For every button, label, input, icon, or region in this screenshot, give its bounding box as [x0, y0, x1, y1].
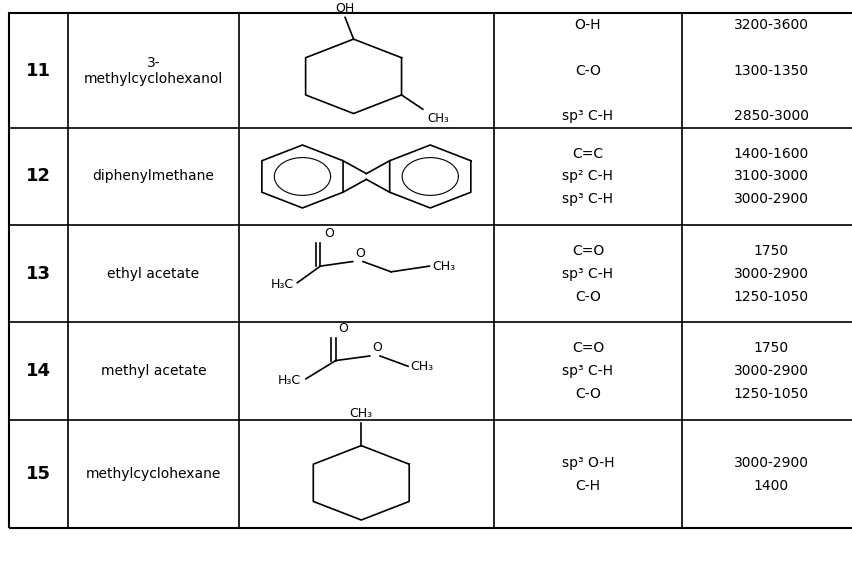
Text: 3200-3600

1300-1350

2850-3000: 3200-3600 1300-1350 2850-3000	[734, 18, 809, 123]
Text: 13: 13	[26, 265, 51, 283]
Text: OH: OH	[336, 2, 354, 15]
Text: sp³ O-H
C-H: sp³ O-H C-H	[561, 456, 614, 492]
Text: ethyl acetate: ethyl acetate	[107, 267, 199, 281]
Text: H₃C: H₃C	[277, 374, 301, 387]
Text: O: O	[338, 322, 348, 335]
Text: O-H

C-O

sp³ C-H: O-H C-O sp³ C-H	[562, 18, 613, 123]
Text: CH₃: CH₃	[349, 407, 373, 420]
Text: O: O	[372, 341, 383, 354]
Text: CH₃: CH₃	[427, 112, 449, 125]
Text: 1750
3000-2900
1250-1050: 1750 3000-2900 1250-1050	[734, 341, 809, 401]
Text: 11: 11	[26, 61, 51, 79]
Text: methylcyclohexane: methylcyclohexane	[86, 467, 221, 481]
Text: O: O	[325, 227, 335, 240]
Text: 3000-2900
1400: 3000-2900 1400	[734, 456, 809, 492]
Text: 14: 14	[26, 362, 51, 380]
Text: C=O
sp³ C-H
C-O: C=O sp³ C-H C-O	[562, 244, 613, 303]
Text: H₃C: H₃C	[270, 278, 294, 291]
Text: 12: 12	[26, 168, 51, 186]
Text: CH₃: CH₃	[411, 360, 434, 373]
Text: C=O
sp³ C-H
C-O: C=O sp³ C-H C-O	[562, 341, 613, 401]
Text: 15: 15	[26, 465, 51, 483]
Text: 1400-1600
3100-3000
3000-2900: 1400-1600 3100-3000 3000-2900	[734, 147, 809, 206]
Text: CH₃: CH₃	[432, 260, 455, 273]
Text: 3-
methylcyclohexanol: 3- methylcyclohexanol	[83, 56, 223, 86]
Text: diphenylmethane: diphenylmethane	[92, 169, 215, 183]
Text: O: O	[355, 247, 366, 260]
Text: 1750
3000-2900
1250-1050: 1750 3000-2900 1250-1050	[734, 244, 809, 303]
Text: methyl acetate: methyl acetate	[101, 364, 206, 378]
Text: C=C
sp² C-H
sp³ C-H: C=C sp² C-H sp³ C-H	[562, 147, 613, 206]
